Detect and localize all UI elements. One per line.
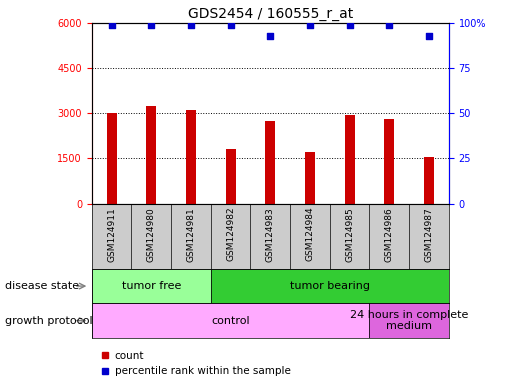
Text: growth protocol: growth protocol [5,316,93,326]
Bar [304,152,314,204]
Bar [225,149,235,204]
Bar [92,303,369,338]
Text: tumor free: tumor free [121,281,181,291]
Point [424,33,432,39]
Text: disease state: disease state [5,281,79,291]
Bar [423,157,433,204]
Text: tumor bearing: tumor bearing [289,281,369,291]
Text: GSM124982: GSM124982 [225,207,235,262]
Bar [146,106,156,204]
Point [226,22,234,28]
Text: GSM124911: GSM124911 [107,207,116,262]
Bar [344,115,354,204]
Bar [92,269,210,303]
Point [384,22,392,28]
Bar [265,121,275,204]
Bar [210,269,448,303]
Point [107,22,116,28]
Text: GSM124981: GSM124981 [186,207,195,262]
Text: GSM124986: GSM124986 [384,207,393,262]
Point [266,33,274,39]
Point [305,22,314,28]
Point [147,22,155,28]
Title: GDS2454 / 160555_r_at: GDS2454 / 160555_r_at [187,7,352,21]
Bar [106,113,117,204]
Text: GSM124984: GSM124984 [305,207,314,262]
Text: 24 hours in complete
medium: 24 hours in complete medium [349,310,467,331]
Bar [384,119,393,204]
Bar [186,110,195,204]
Point [186,22,194,28]
Legend: count, percentile rank within the sample: count, percentile rank within the sample [97,347,294,381]
Text: GSM124987: GSM124987 [423,207,433,262]
Text: GSM124980: GSM124980 [147,207,155,262]
Text: GSM124983: GSM124983 [265,207,274,262]
Point [345,22,353,28]
Text: control: control [211,316,249,326]
Text: GSM124985: GSM124985 [345,207,353,262]
Bar [369,303,448,338]
